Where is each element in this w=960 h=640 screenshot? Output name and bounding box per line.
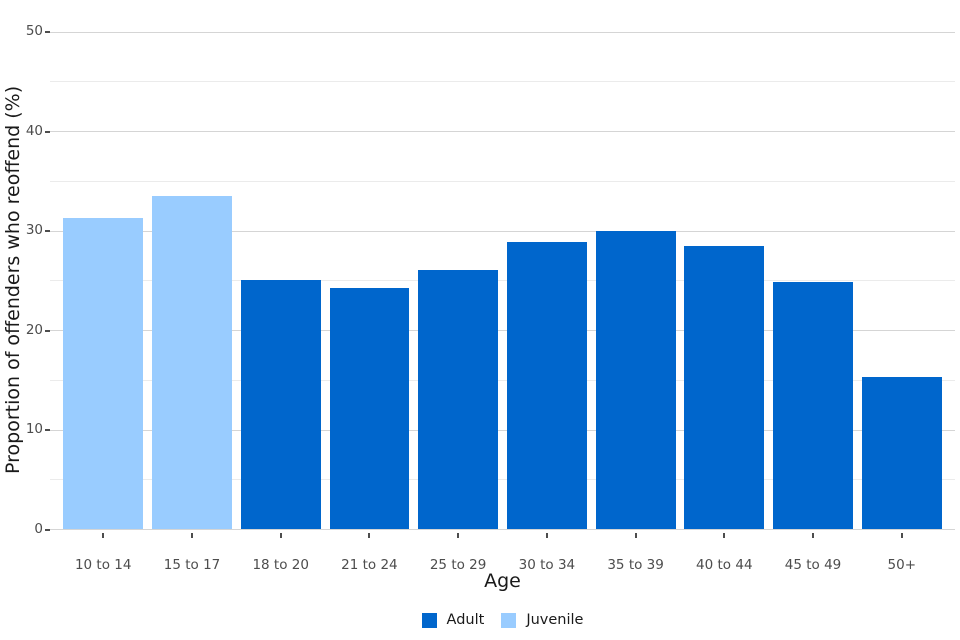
y-axis-tick [45, 230, 50, 233]
bar-25-to-29 [418, 270, 499, 530]
x-axis-tick [279, 533, 282, 539]
x-axis-tick-label: 10 to 14 [74, 557, 132, 573]
x-axis-title: Age [484, 570, 521, 592]
x-axis-tick-label: 25 to 29 [429, 557, 487, 573]
minor-gridline [50, 280, 955, 282]
y-axis-tick-label: 20 [25, 321, 43, 338]
x-axis-tick-label: 45 to 49 [784, 557, 842, 573]
major-gridline [50, 330, 955, 332]
bar-40-to-44 [684, 245, 765, 530]
y-axis-tick-label: 40 [25, 122, 43, 139]
bar-21-to-24 [329, 288, 410, 530]
x-axis-tick [457, 533, 460, 539]
y-axis-tick-label: 30 [25, 222, 43, 239]
x-axis-tick [812, 533, 814, 539]
bar-30-to-34 [506, 241, 587, 530]
x-axis-tick-label: 30 to 34 [518, 557, 576, 573]
major-gridline [50, 529, 955, 531]
legend-item-juvenile: Juvenile [501, 611, 584, 628]
x-axis-tick-label: 18 to 20 [252, 557, 309, 573]
y-axis-tick [45, 329, 50, 332]
minor-gridline [50, 180, 955, 182]
bar-10-to-14 [63, 217, 144, 530]
major-gridline [50, 429, 955, 431]
y-axis-tick [45, 130, 50, 133]
legend: Adult Juvenile [50, 608, 955, 632]
x-axis-tick-label: 40 to 44 [696, 557, 753, 573]
legend-swatch-juvenile [501, 612, 517, 628]
y-axis-tick-label: 0 [34, 520, 43, 537]
x-axis-tick [634, 533, 637, 539]
x-axis-tick-label: 50+ [887, 557, 917, 573]
major-gridline [50, 31, 955, 33]
x-axis-tick [191, 533, 193, 539]
bar-45-to-49 [773, 282, 853, 530]
legend-label: Adult [446, 611, 485, 628]
bar-50+ [861, 376, 942, 530]
bar-15-to-17 [152, 195, 232, 530]
legend-item-adult: Adult [421, 611, 485, 628]
x-axis-tick [545, 533, 548, 539]
minor-gridline [50, 479, 955, 481]
x-axis-tick-label: 15 to 17 [163, 557, 221, 573]
major-gridline [50, 131, 955, 132]
y-axis-tick [45, 429, 50, 432]
y-axis-tick-label: 10 [25, 421, 43, 438]
x-axis-tick [102, 533, 105, 539]
x-axis-tick [368, 533, 371, 539]
major-gridline [50, 230, 955, 232]
x-axis-tick-label: 35 to 39 [607, 557, 664, 573]
legend-swatch-adult [421, 612, 437, 628]
x-axis-tick [723, 533, 726, 539]
bar-35-to-39 [595, 230, 676, 530]
bar-18-to-20 [240, 280, 321, 530]
x-axis-tick [900, 533, 903, 539]
minor-gridline [50, 81, 955, 83]
y-axis-tick [45, 31, 50, 33]
minor-gridline [50, 379, 955, 381]
x-axis-tick-label: 21 to 24 [341, 557, 398, 573]
y-axis-tick [45, 528, 50, 531]
y-axis-tick-label: 50 [25, 23, 43, 39]
legend-label: Juvenile [526, 611, 584, 628]
